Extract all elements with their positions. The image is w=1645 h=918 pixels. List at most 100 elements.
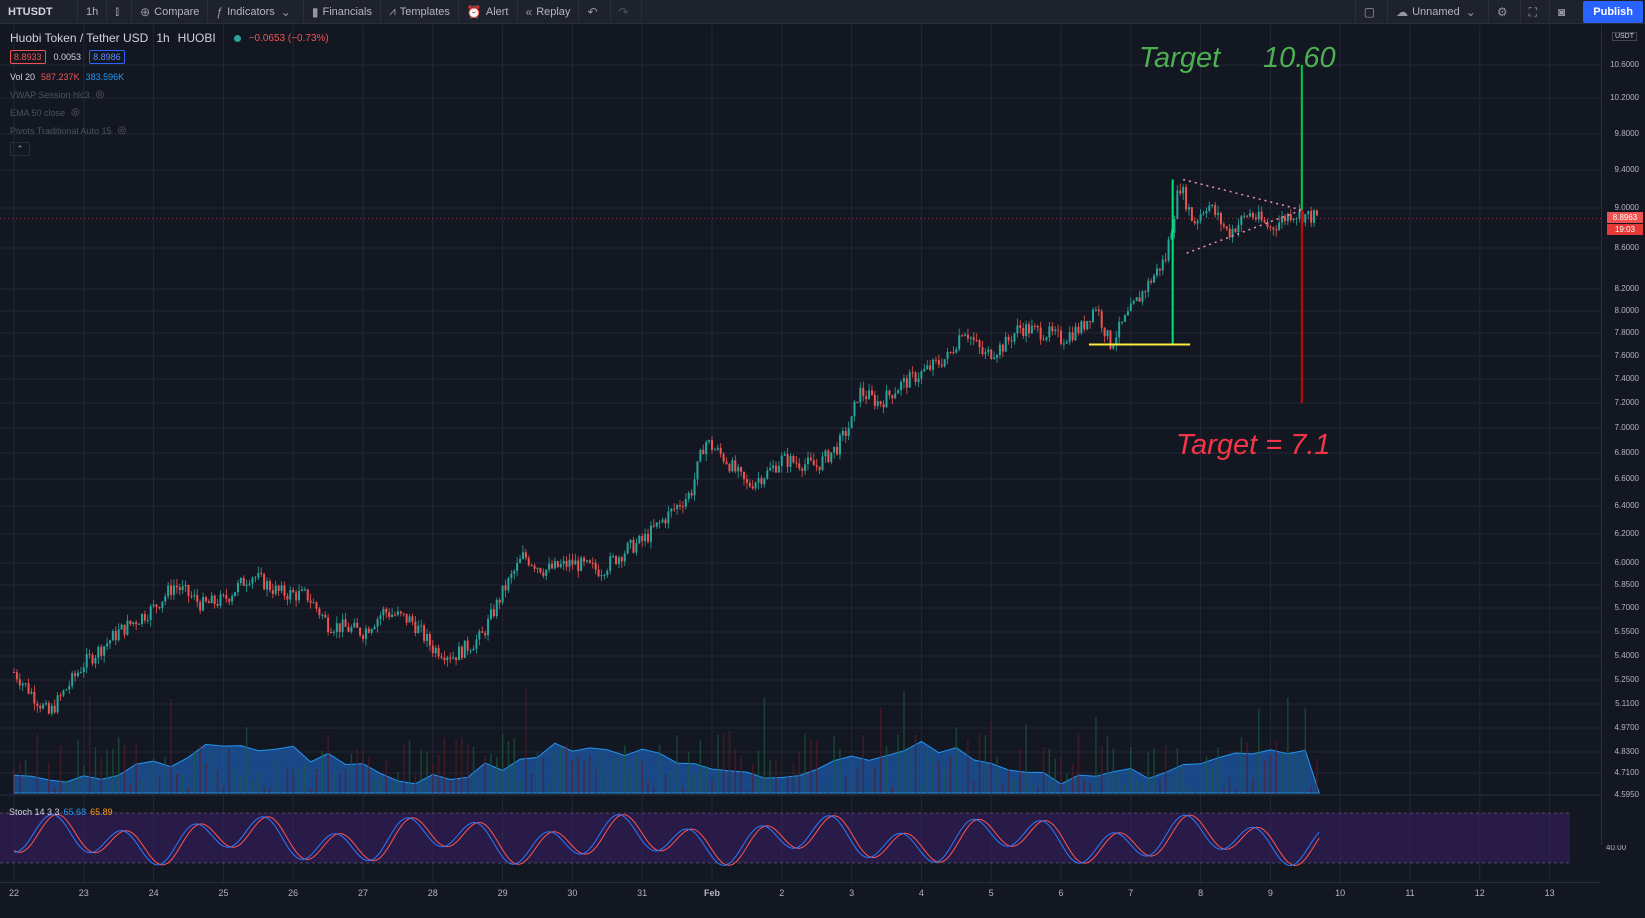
- volume-bar: [135, 743, 137, 793]
- candle-body: [111, 631, 114, 641]
- volume-bar: [338, 773, 341, 793]
- bid-price[interactable]: 8.8933: [10, 50, 46, 64]
- candle-body: [1240, 216, 1243, 225]
- candle-body: [536, 567, 539, 569]
- hidden-eye-icon[interactable]: ◎: [117, 125, 127, 136]
- candle-body: [50, 705, 53, 714]
- candle-body: [1295, 218, 1298, 220]
- volume-bar: [629, 769, 632, 793]
- stoch-legend[interactable]: Stoch 14 3 3 65.68 65.89: [9, 807, 113, 817]
- time-axis[interactable]: 22 23 24 25 26 27 28 29 30 31 Feb 2 3 4 5 6 7 8 9 10 11 12 13: [0, 882, 1601, 902]
- volume-bar: [1100, 746, 1103, 793]
- chart-style-button[interactable]: ⫾: [107, 0, 133, 24]
- volume-bar: [484, 755, 486, 793]
- candle-body: [1144, 291, 1147, 293]
- replay-button[interactable]: «Replay: [518, 0, 580, 24]
- ask-price[interactable]: 8.8986: [89, 50, 125, 64]
- candle-body: [431, 645, 434, 654]
- candle-body: [59, 695, 62, 697]
- target-up-label[interactable]: Target: [1139, 42, 1221, 74]
- volume-bar: [53, 787, 56, 793]
- volume-bar: [1205, 756, 1208, 793]
- candle-body: [1202, 213, 1205, 215]
- layout-button[interactable]: ▢: [1354, 0, 1387, 24]
- volume-bar: [106, 749, 108, 793]
- volume-bar: [513, 738, 516, 793]
- volume-bar: [1275, 740, 1278, 793]
- candle-body: [1141, 291, 1144, 302]
- settings-button[interactable]: ⚙: [1487, 0, 1520, 24]
- price-axis[interactable]: USDT 10.6000 10.2000 9.8000 9.4000 9.0000 8.6…: [1601, 25, 1645, 845]
- legend-interval: 1h: [156, 31, 170, 45]
- templates-button[interactable]: ⩘ Templates: [381, 0, 459, 24]
- indicators-button[interactable]: ƒ Indicators ⌄: [208, 0, 304, 24]
- ema-name: EMA 50 close: [10, 107, 66, 118]
- volume-indicator[interactable]: Vol 20 587.237K 383.596K: [10, 72, 329, 82]
- candle-body: [513, 570, 516, 574]
- main-chart-canvas[interactable]: 80.0040.00: [0, 25, 1645, 893]
- compare-button[interactable]: ⊕ Compare: [132, 0, 209, 24]
- hidden-eye-icon[interactable]: ◎: [95, 89, 105, 100]
- redo-button[interactable]: ↷: [611, 0, 642, 24]
- volume-bar: [1304, 708, 1307, 793]
- hidden-eye-icon[interactable]: ◎: [71, 107, 80, 118]
- undo-button[interactable]: ↶: [579, 0, 611, 24]
- candle-body: [364, 628, 367, 640]
- collapse-legend-button[interactable]: ⌃: [10, 142, 30, 156]
- symbol-title-row: Huobi Token / Tether USD 1h HUOBI −0.065…: [10, 31, 329, 45]
- symbol-search-button[interactable]: HTUSDT: [0, 0, 78, 24]
- financials-button[interactable]: ▮ Financials: [304, 0, 381, 24]
- volume-bar: [722, 733, 725, 793]
- candle-body: [914, 372, 917, 383]
- volume-bar: [362, 748, 364, 793]
- candle-body: [251, 577, 254, 584]
- candle-body: [207, 601, 210, 604]
- candle-body: [114, 631, 117, 641]
- publish-button[interactable]: Publish: [1583, 1, 1643, 23]
- candle-body: [681, 506, 684, 508]
- candle-body: [1007, 336, 1010, 341]
- ema-indicator[interactable]: EMA 50 close ◎: [10, 107, 329, 118]
- price-axis-label: 7.4000: [1614, 374, 1639, 383]
- candle-body: [1019, 325, 1022, 329]
- candle-body: [487, 618, 490, 636]
- target-down-label[interactable]: Target = 7.1: [1176, 429, 1331, 461]
- volume-bar: [100, 757, 103, 793]
- candle-body: [356, 622, 359, 628]
- volume-bar: [1257, 708, 1260, 793]
- candle-body: [202, 597, 205, 611]
- candle-body: [1298, 211, 1301, 219]
- candle-body: [841, 431, 844, 436]
- fullscreen-button[interactable]: ⛶: [1519, 0, 1549, 24]
- alert-button[interactable]: ⏰ Alert: [459, 0, 518, 24]
- snapshot-button[interactable]: ◙: [1549, 0, 1577, 24]
- layout-name-button[interactable]: ☁ Unnamed ⌄: [1387, 0, 1488, 24]
- pivots-indicator[interactable]: Pivots Traditional Auto 15 ◎: [10, 125, 329, 136]
- candle-body: [990, 349, 993, 359]
- candle-body: [606, 570, 609, 575]
- candle-body: [981, 347, 984, 355]
- candle-body: [748, 482, 751, 487]
- volume-bar: [466, 744, 469, 793]
- candle-body: [711, 440, 713, 450]
- candle-body: [1199, 214, 1202, 221]
- top-toolbar: HTUSDT 1h ⫾ ⊕ Compare ƒ Indicators ⌄ ▮ Finan…: [0, 0, 1645, 24]
- time-axis-label: 10: [1335, 888, 1346, 898]
- target-up-value[interactable]: 10.60: [1263, 42, 1336, 74]
- candle-body: [184, 585, 187, 587]
- candle-body: [1077, 326, 1080, 334]
- candle-body: [615, 556, 618, 564]
- candle-body: [417, 625, 420, 634]
- candle-body: [603, 574, 606, 576]
- interval-button[interactable]: 1h: [78, 0, 108, 24]
- volume-bar: [775, 759, 777, 793]
- price-axis-label: 7.8000: [1614, 328, 1639, 337]
- volume-bar: [1211, 767, 1214, 793]
- vwap-indicator[interactable]: VWAP Session hlc3 ◎: [10, 89, 329, 100]
- candle-body: [1176, 190, 1179, 219]
- volume-bar: [757, 750, 760, 793]
- candle-body: [795, 462, 798, 464]
- price-axis-label: 4.9700: [1614, 723, 1639, 732]
- candle-body: [900, 381, 903, 391]
- candle-body: [885, 390, 888, 408]
